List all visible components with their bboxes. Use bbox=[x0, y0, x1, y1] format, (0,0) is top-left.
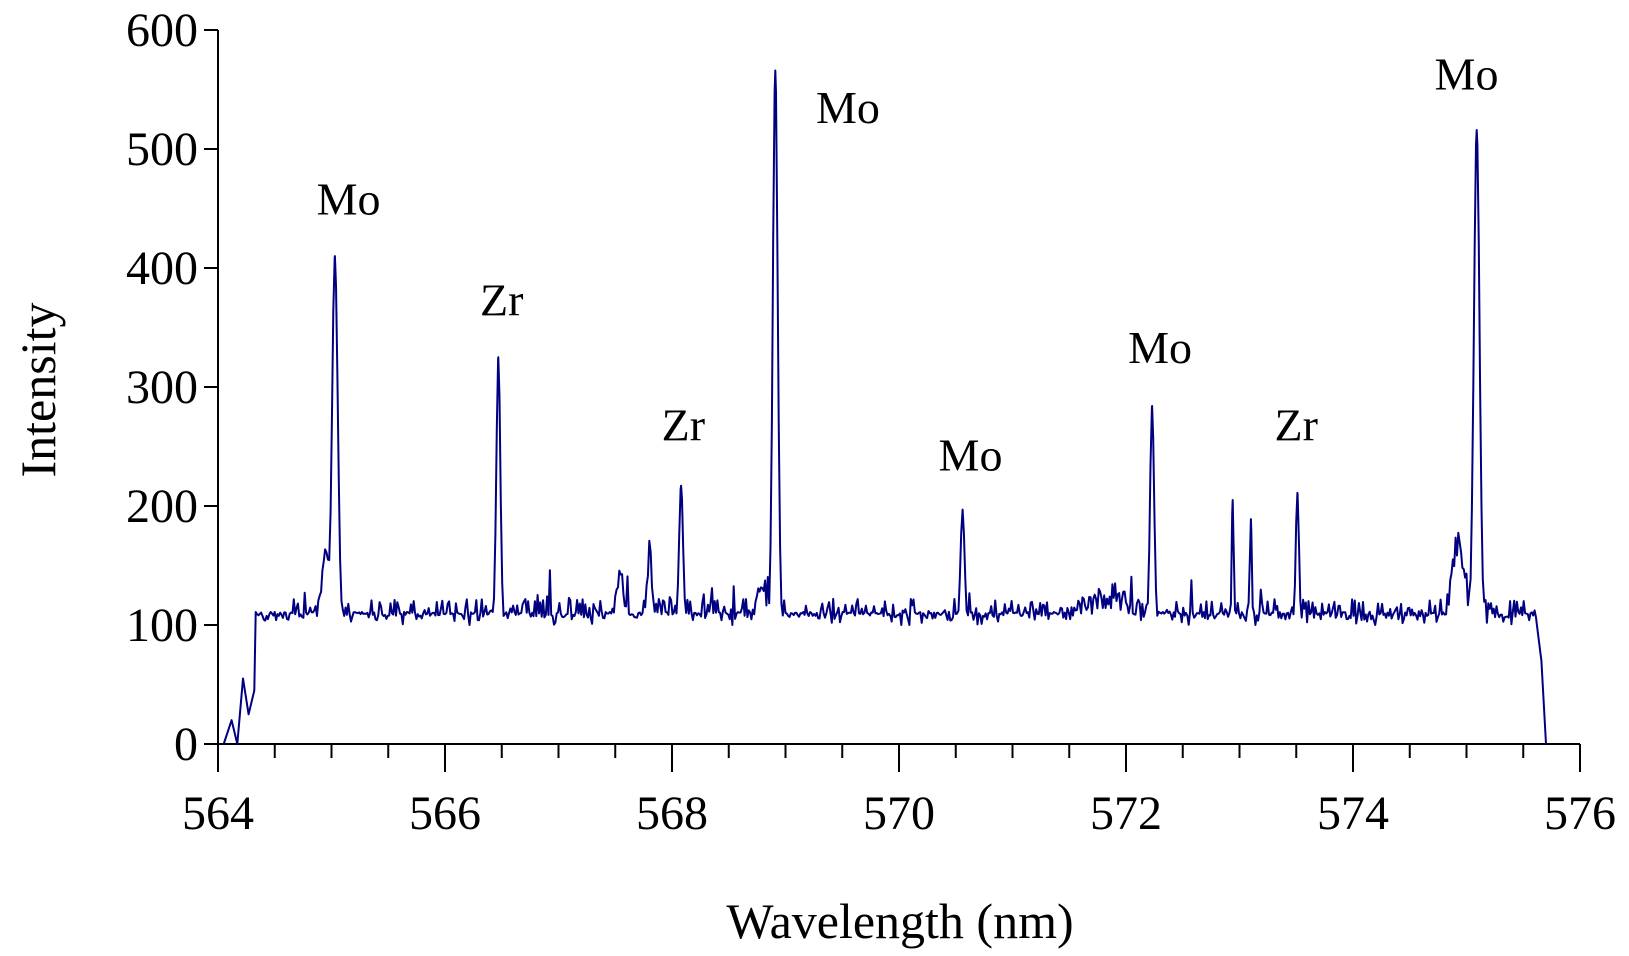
annotation-layer: Mo Zr Zr Mo Mo Mo Zr Mo bbox=[317, 49, 1499, 481]
axes-layer: 0 100 200 300 400 500 600 564 566 568 570 572 574 576 bbox=[126, 4, 1616, 840]
peak-label: Mo bbox=[1435, 49, 1499, 100]
peak-label: Zr bbox=[662, 400, 705, 451]
y-tick-label: 500 bbox=[126, 123, 198, 176]
y-tick-label: 400 bbox=[126, 242, 198, 295]
series-layer bbox=[222, 69, 1547, 745]
y-tick-label: 300 bbox=[126, 361, 198, 414]
y-tick-label: 200 bbox=[126, 480, 198, 533]
peak-label: Zr bbox=[480, 275, 523, 326]
peak-label: Mo bbox=[1128, 322, 1192, 373]
peak-label: Mo bbox=[816, 82, 880, 133]
peak-label: Mo bbox=[317, 173, 381, 224]
x-tick-label: 570 bbox=[863, 787, 935, 840]
y-tick-label: 0 bbox=[174, 718, 198, 771]
y-axis-title: Intensity bbox=[10, 303, 66, 478]
x-tick-label: 566 bbox=[409, 787, 481, 840]
x-tick-label: 572 bbox=[1090, 787, 1162, 840]
x-axis-title: Wavelength (nm) bbox=[726, 893, 1073, 949]
x-tick-label: 568 bbox=[636, 787, 708, 840]
peak-label: Zr bbox=[1275, 400, 1318, 451]
y-tick-label: 600 bbox=[126, 4, 198, 57]
x-tick-label: 576 bbox=[1544, 787, 1616, 840]
x-tick-label: 564 bbox=[182, 787, 254, 840]
spectrum-line bbox=[222, 69, 1547, 745]
y-tick-label: 100 bbox=[126, 599, 198, 652]
x-tick-label: 574 bbox=[1317, 787, 1389, 840]
peak-label: Mo bbox=[939, 429, 1003, 480]
